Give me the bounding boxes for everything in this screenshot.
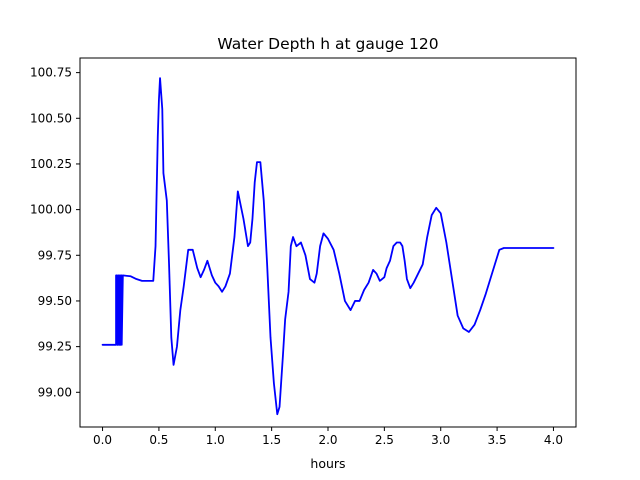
x-tick-label: 3.5	[488, 433, 507, 447]
y-tick-label: 99.00	[38, 385, 72, 399]
x-tick-label: 2.5	[375, 433, 394, 447]
y-tick-label: 100.25	[30, 157, 72, 171]
y-tick-label: 99.75	[38, 248, 72, 262]
y-tick-label: 100.50	[30, 111, 72, 125]
y-tick-label: 99.25	[38, 340, 72, 354]
y-tick-label: 100.75	[30, 66, 72, 80]
x-axis-label: hours	[310, 456, 345, 471]
plot-frame	[79, 57, 577, 428]
y-tick-label: 99.50	[38, 294, 72, 308]
x-tick-label: 0.5	[149, 433, 168, 447]
series-line-0	[101, 77, 555, 416]
x-tick-label: 0.0	[93, 433, 112, 447]
chart-title: Water Depth h at gauge 120	[217, 35, 438, 53]
x-tick-label: 1.5	[262, 433, 281, 447]
x-tick-label: 4.0	[544, 433, 563, 447]
plot-area: 0.0 0.5 1.0 1.5 2.0 2.5 3.0 3.5 4.0 99.00 99.25 99.…	[30, 57, 577, 447]
x-tick-label: 3.0	[431, 433, 450, 447]
x-tick-label: 1.0	[206, 433, 225, 447]
y-tick-label: 100.00	[30, 203, 72, 217]
x-tick-label: 2.0	[318, 433, 337, 447]
